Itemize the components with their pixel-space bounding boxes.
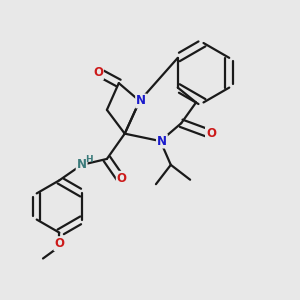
Text: O: O [54,237,64,250]
Text: N: N [136,94,146,107]
Text: O: O [93,66,103,79]
Text: O: O [206,127,216,140]
Text: N: N [157,135,167,148]
Text: N: N [76,158,87,171]
Text: H: H [85,155,93,164]
Text: O: O [117,172,127,185]
